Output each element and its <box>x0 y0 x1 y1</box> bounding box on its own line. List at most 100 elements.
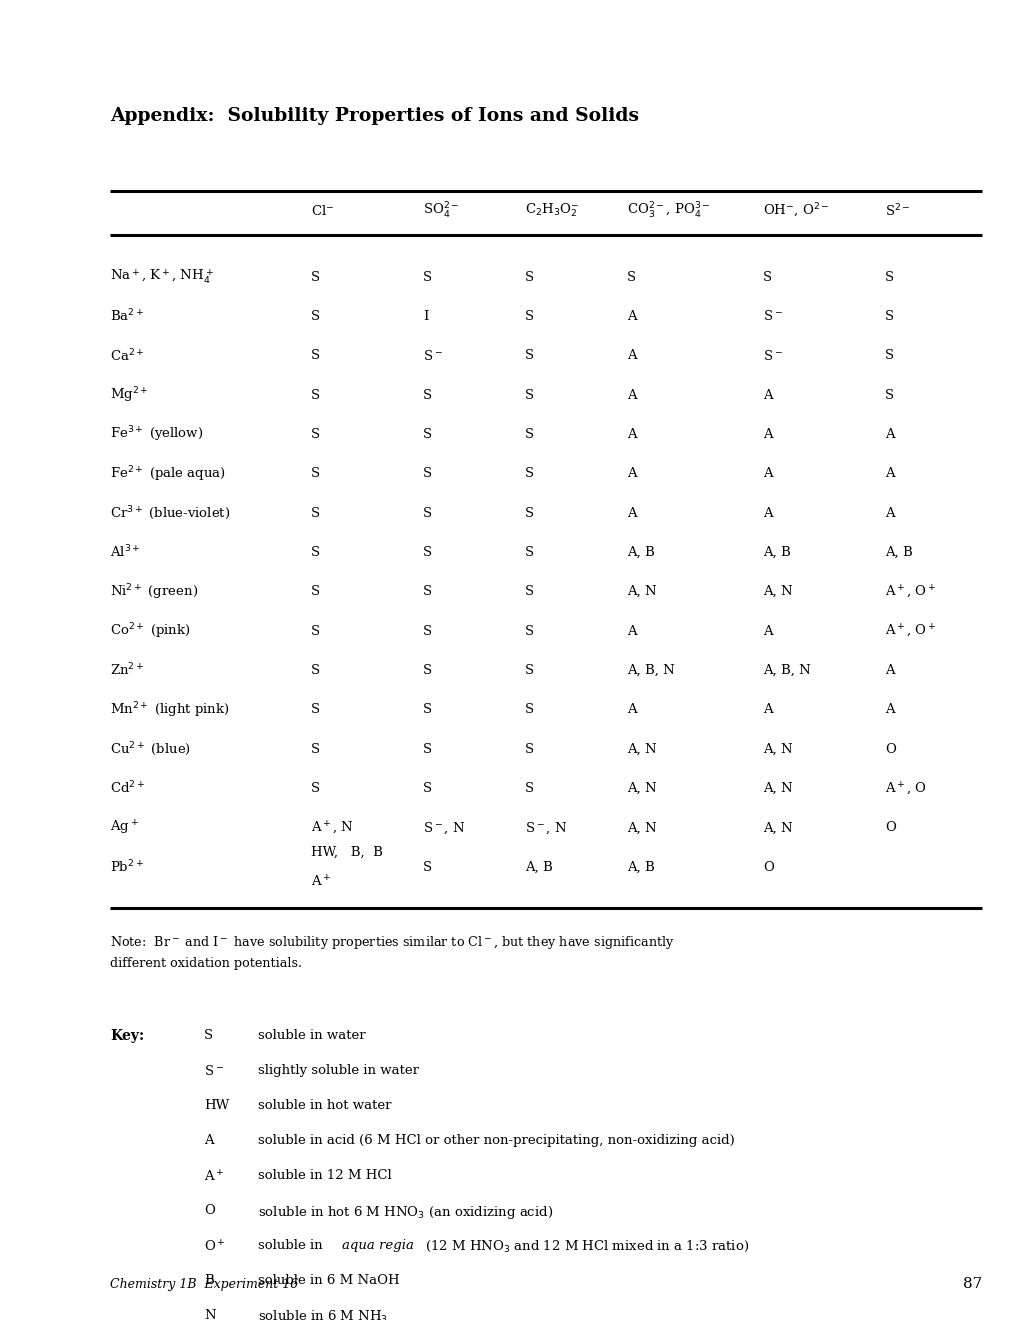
Text: HW: HW <box>204 1100 229 1113</box>
Text: A, N: A, N <box>627 743 656 755</box>
Text: A: A <box>762 388 771 401</box>
Text: A: A <box>627 388 636 401</box>
Text: Ba$^{2+}$: Ba$^{2+}$ <box>110 308 145 325</box>
Text: A$^+$, O: A$^+$, O <box>884 780 926 797</box>
Text: S: S <box>311 310 320 323</box>
Text: A, B: A, B <box>627 861 654 874</box>
Text: Cl$^{-}$: Cl$^{-}$ <box>311 203 334 218</box>
Text: O: O <box>884 743 896 755</box>
Text: A: A <box>762 428 771 441</box>
Text: A: A <box>762 507 771 520</box>
Text: A: A <box>627 428 636 441</box>
Text: soluble in 6 M NH$_3$: soluble in 6 M NH$_3$ <box>258 1309 388 1320</box>
Text: Cr$^{3+}$ (blue-violet): Cr$^{3+}$ (blue-violet) <box>110 504 230 521</box>
Text: soluble in: soluble in <box>258 1239 327 1253</box>
Text: A$^+$: A$^+$ <box>311 874 331 890</box>
Text: 87: 87 <box>962 1276 981 1291</box>
Text: soluble in 6 M NaOH: soluble in 6 M NaOH <box>258 1274 399 1287</box>
Text: S: S <box>525 664 534 677</box>
Text: A$^+$, O$^+$: A$^+$, O$^+$ <box>884 623 935 639</box>
Text: S$^-$: S$^-$ <box>423 348 442 363</box>
Text: A: A <box>627 310 636 323</box>
Text: O: O <box>204 1204 215 1217</box>
Text: S: S <box>311 350 320 362</box>
Text: N: N <box>204 1309 215 1320</box>
Text: Note:  Br$^-$ and I$^-$ have solubility properties similar to Cl$^-$, but they h: Note: Br$^-$ and I$^-$ have solubility p… <box>110 935 675 970</box>
Text: S: S <box>423 271 432 284</box>
Text: S: S <box>525 704 534 717</box>
Text: S: S <box>204 1030 213 1043</box>
Text: A, N: A, N <box>627 821 656 834</box>
Text: (12 M HNO$_3$ and 12 M HCl mixed in a 1:3 ratio): (12 M HNO$_3$ and 12 M HCl mixed in a 1:… <box>421 1239 749 1254</box>
Text: Ni$^{2+}$ (green): Ni$^{2+}$ (green) <box>110 582 198 602</box>
Text: Al$^{3+}$: Al$^{3+}$ <box>110 544 141 561</box>
Text: A: A <box>627 704 636 717</box>
Text: OH$^{-}$, O$^{2-}$: OH$^{-}$, O$^{2-}$ <box>762 202 828 219</box>
Text: S: S <box>423 507 432 520</box>
Text: A: A <box>627 507 636 520</box>
Text: A: A <box>762 624 771 638</box>
Text: A: A <box>884 704 894 717</box>
Text: S: S <box>423 704 432 717</box>
Text: A: A <box>627 350 636 362</box>
Text: S: S <box>884 271 894 284</box>
Text: slightly soluble in water: slightly soluble in water <box>258 1064 419 1077</box>
Text: S: S <box>311 271 320 284</box>
Text: A$^+$, N: A$^+$, N <box>311 820 354 836</box>
Text: A, N: A, N <box>762 781 792 795</box>
Text: S: S <box>525 507 534 520</box>
Text: S: S <box>884 350 894 362</box>
Text: S: S <box>311 467 320 480</box>
Text: Key:: Key: <box>110 1030 144 1043</box>
Text: S: S <box>423 388 432 401</box>
Text: S: S <box>311 388 320 401</box>
Text: S: S <box>525 585 534 598</box>
Text: S: S <box>423 743 432 755</box>
Text: Fe$^{2+}$ (pale aqua): Fe$^{2+}$ (pale aqua) <box>110 463 226 483</box>
Text: S: S <box>525 743 534 755</box>
Text: S: S <box>311 585 320 598</box>
Text: S: S <box>762 271 771 284</box>
Text: O$^+$: O$^+$ <box>204 1239 225 1254</box>
Text: Ag$^+$: Ag$^+$ <box>110 818 139 837</box>
Text: S$^-$: S$^-$ <box>204 1064 223 1078</box>
Text: S: S <box>423 781 432 795</box>
Text: A: A <box>762 704 771 717</box>
Text: O: O <box>884 821 896 834</box>
Text: A: A <box>884 428 894 441</box>
Text: soluble in acid (6 M HCl or other non-precipitating, non-oxidizing acid): soluble in acid (6 M HCl or other non-pr… <box>258 1134 734 1147</box>
Text: A: A <box>884 664 894 677</box>
Text: S: S <box>423 546 432 558</box>
Text: S: S <box>423 467 432 480</box>
Text: Cu$^{2+}$ (blue): Cu$^{2+}$ (blue) <box>110 741 191 758</box>
Text: C$_2$H$_3$O$_2^{-}$: C$_2$H$_3$O$_2^{-}$ <box>525 202 579 219</box>
Text: Co$^{2+}$ (pink): Co$^{2+}$ (pink) <box>110 622 191 642</box>
Text: S: S <box>423 585 432 598</box>
Text: S: S <box>423 428 432 441</box>
Text: A, B: A, B <box>762 546 790 558</box>
Text: S: S <box>525 546 534 558</box>
Text: S: S <box>311 743 320 755</box>
Text: A, N: A, N <box>762 821 792 834</box>
Text: S: S <box>525 467 534 480</box>
Text: A, N: A, N <box>762 585 792 598</box>
Text: CO$_3^{2-}$, PO$_4^{3-}$: CO$_3^{2-}$, PO$_4^{3-}$ <box>627 201 710 220</box>
Text: S: S <box>525 310 534 323</box>
Text: soluble in water: soluble in water <box>258 1030 366 1043</box>
Text: O: O <box>762 861 773 874</box>
Text: A, B, N: A, B, N <box>762 664 810 677</box>
Text: S: S <box>525 271 534 284</box>
Text: Appendix:  Solubility Properties of Ions and Solids: Appendix: Solubility Properties of Ions … <box>110 107 639 125</box>
Text: A$^+$, O$^+$: A$^+$, O$^+$ <box>884 583 935 601</box>
Text: A, B, N: A, B, N <box>627 664 675 677</box>
Text: A, N: A, N <box>762 743 792 755</box>
Text: A: A <box>204 1134 213 1147</box>
Text: S: S <box>884 388 894 401</box>
Text: soluble in hot 6 M HNO$_3$ (an oxidizing acid): soluble in hot 6 M HNO$_3$ (an oxidizing… <box>258 1204 552 1221</box>
Text: Ca$^{2+}$: Ca$^{2+}$ <box>110 347 145 364</box>
Text: S$^{2-}$: S$^{2-}$ <box>884 202 910 219</box>
Text: A, B: A, B <box>884 546 912 558</box>
Text: Pb$^{2+}$: Pb$^{2+}$ <box>110 859 144 875</box>
Text: S: S <box>423 664 432 677</box>
Text: A, N: A, N <box>627 585 656 598</box>
